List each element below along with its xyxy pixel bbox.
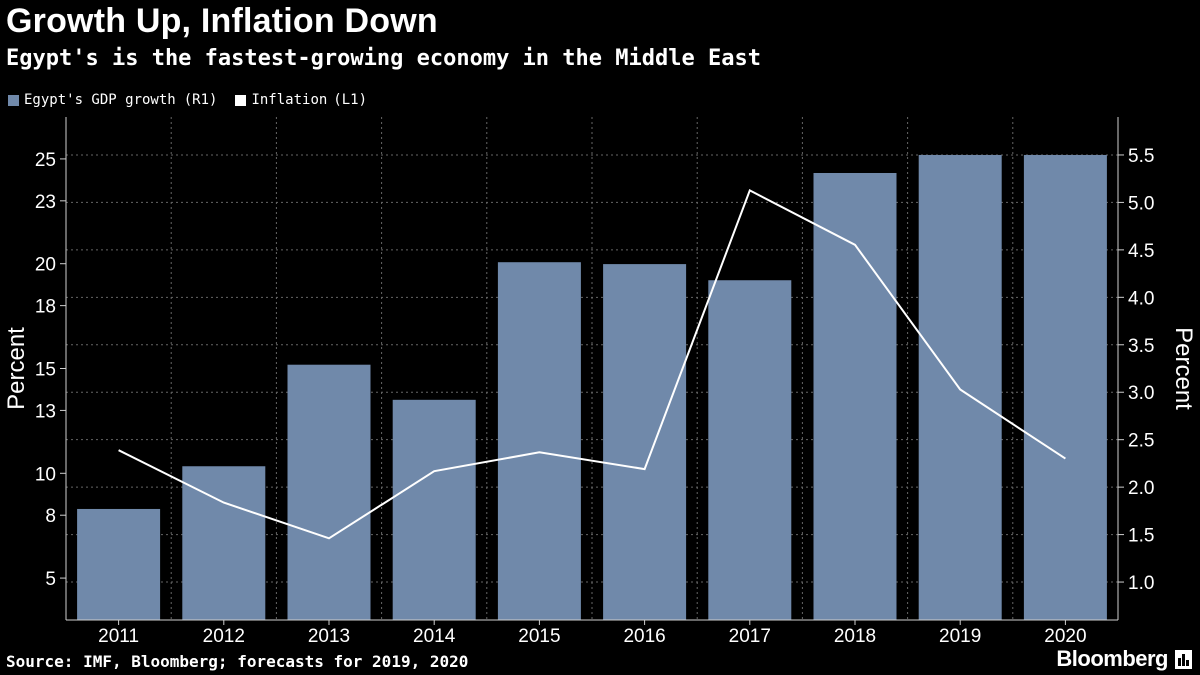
legend-item-inflation: Inflation (L1): [235, 92, 367, 108]
x-tick-label: 2016: [623, 626, 665, 647]
x-tick-label: 2018: [834, 626, 876, 647]
right-tick-label: 5.0: [1128, 193, 1154, 214]
left-tick-label: 25: [35, 150, 56, 171]
gdp-bar: [918, 154, 1002, 620]
x-tick-label: 2011: [98, 626, 139, 647]
gdp-bar: [392, 399, 476, 620]
left-tick-label: 10: [35, 464, 56, 485]
right-tick-label: 4.0: [1128, 288, 1154, 309]
right-tick-label: 4.5: [1128, 241, 1154, 262]
left-tick-label: 8: [45, 506, 56, 527]
source-note: Source: IMF, Bloomberg; forecasts for 20…: [6, 652, 469, 671]
right-tick-label: 3.5: [1128, 336, 1154, 357]
inflation-line-group: [118, 188, 1066, 540]
right-axis-title: Percent: [1170, 327, 1197, 410]
gdp-bar: [603, 264, 687, 620]
left-tick-label: 15: [35, 360, 56, 381]
x-tick-label: 2012: [203, 626, 245, 647]
x-tick-label: 2017: [729, 626, 771, 647]
legend-label-gdp: Egypt's GDP growth: [24, 92, 176, 108]
left-tick-label: 20: [35, 255, 56, 276]
left-tick-label: 23: [35, 192, 56, 213]
left-tick-label: 18: [35, 297, 56, 318]
left-tick-label: 5: [45, 569, 56, 590]
legend: Egypt's GDP growth (R1) Inflation (L1): [8, 92, 385, 108]
right-tick-label: 2.5: [1128, 431, 1154, 452]
legend-item-gdp: Egypt's GDP growth (R1): [8, 92, 217, 108]
gdp-bar: [1023, 154, 1107, 620]
x-tick-label: 2015: [518, 626, 560, 647]
gdp-bar: [813, 172, 897, 621]
x-tick-label: 2013: [308, 626, 350, 647]
legend-label-inflation: Inflation: [251, 92, 328, 108]
x-tick-label: 2019: [939, 626, 981, 647]
right-tick-label: 1.5: [1128, 526, 1154, 547]
bloomberg-mark-icon: [1175, 650, 1192, 669]
right-tick-label: 3.0: [1128, 383, 1154, 404]
legend-swatch-gdp: [8, 94, 19, 106]
chart-title: Growth Up, Inflation Down: [6, 2, 438, 40]
right-tick-label: 5.5: [1128, 146, 1154, 167]
x-tick-label: 2014: [413, 626, 456, 647]
gdp-bar: [77, 508, 161, 620]
gdp-bar: [708, 280, 792, 620]
chart-subtitle: Egypt's is the fastest-growing economy i…: [6, 46, 761, 71]
legend-tag-inflation: (L1): [333, 92, 368, 108]
gdp-bars: [77, 154, 1107, 621]
axes: 5 8 10 13 15 18 20 23 25 1.0 1.5 2.0 2.5 3.0 3.5 4.0 4.5…: [3, 117, 1197, 647]
left-axis-title: Percent: [3, 327, 30, 410]
gdp-bar: [497, 262, 581, 620]
right-tick-label: 2.0: [1128, 478, 1154, 499]
gdp-bar: [182, 466, 266, 620]
gdp-bar: [287, 364, 371, 620]
right-tick-label: 1.0: [1128, 573, 1154, 594]
inflation-line: [118, 188, 1066, 540]
bloomberg-logo-text: Bloomberg: [1056, 646, 1168, 671]
legend-swatch-inflation: [235, 94, 247, 106]
left-tick-label: 13: [35, 401, 56, 422]
legend-tag-gdp: (R1): [183, 92, 218, 108]
x-tick-label: 2020: [1044, 626, 1086, 647]
